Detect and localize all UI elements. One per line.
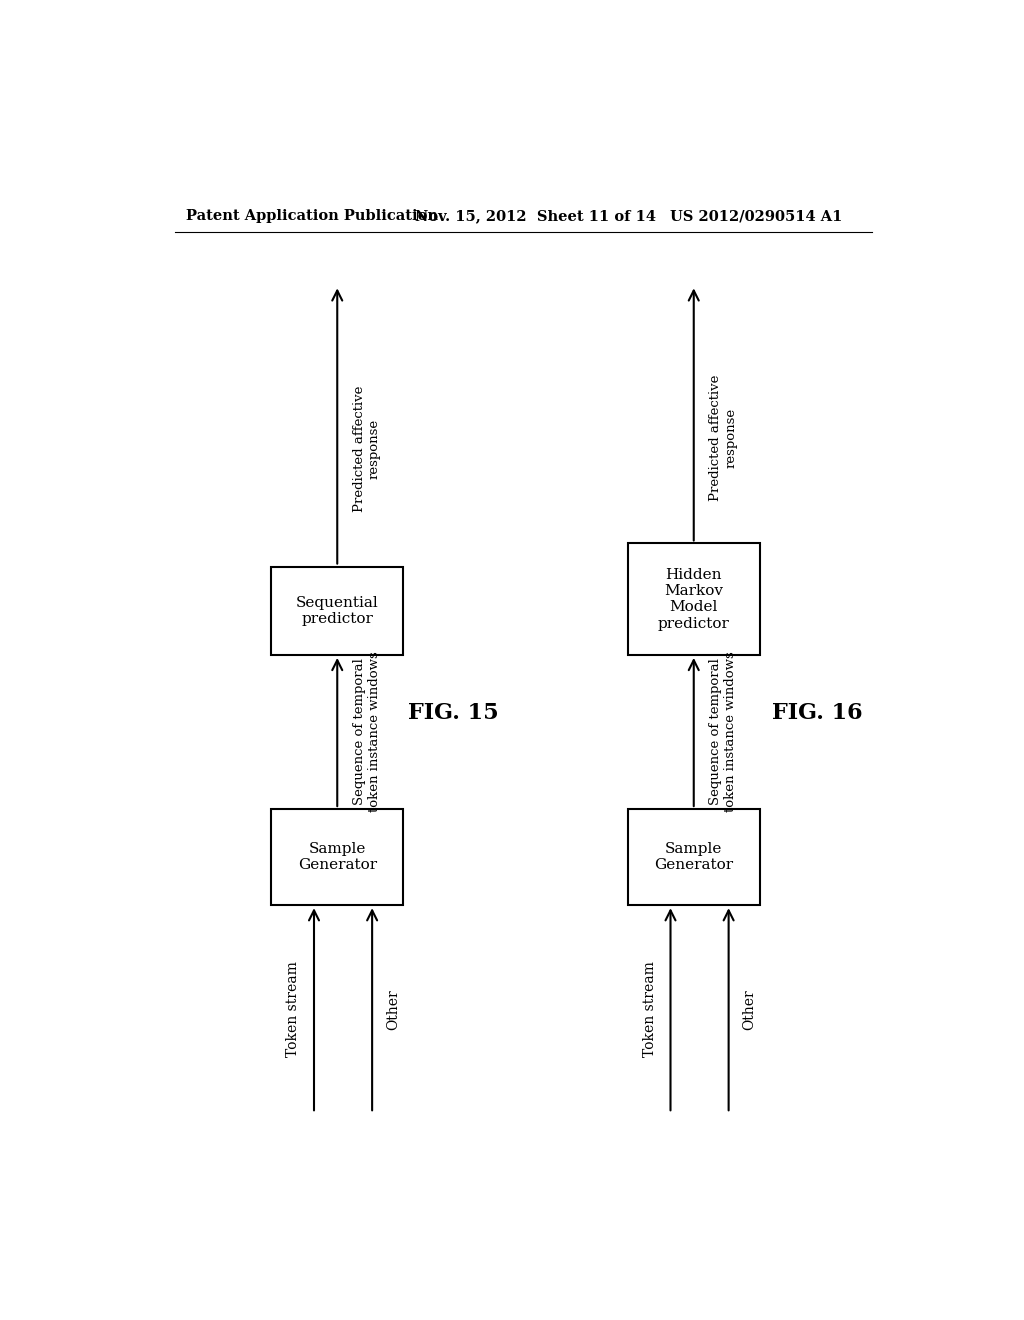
- Text: Hidden
Markov
Model
predictor: Hidden Markov Model predictor: [657, 568, 730, 631]
- Text: FIG. 16: FIG. 16: [772, 702, 863, 723]
- Text: Patent Application Publication: Patent Application Publication: [186, 209, 438, 223]
- Text: Sample
Generator: Sample Generator: [298, 842, 377, 873]
- Text: Predicted affective
response: Predicted affective response: [710, 375, 737, 500]
- Bar: [271, 566, 403, 655]
- Bar: [628, 544, 760, 655]
- Text: Token stream: Token stream: [642, 961, 656, 1057]
- Text: Other: Other: [742, 989, 757, 1030]
- Text: Sequence of temporal
token instance windows: Sequence of temporal token instance wind…: [352, 652, 381, 812]
- Text: Sample
Generator: Sample Generator: [654, 842, 733, 873]
- Text: Sequential
predictor: Sequential predictor: [296, 595, 379, 626]
- Text: FIG. 15: FIG. 15: [409, 702, 499, 723]
- Text: US 2012/0290514 A1: US 2012/0290514 A1: [671, 209, 843, 223]
- Text: Nov. 15, 2012  Sheet 11 of 14: Nov. 15, 2012 Sheet 11 of 14: [415, 209, 655, 223]
- Text: Sequence of temporal
token instance windows: Sequence of temporal token instance wind…: [710, 652, 737, 812]
- Text: Other: Other: [386, 989, 400, 1030]
- Text: Token stream: Token stream: [286, 961, 300, 1057]
- Text: Predicted affective
response: Predicted affective response: [352, 385, 381, 512]
- Bar: [628, 809, 760, 906]
- Bar: [271, 809, 403, 906]
